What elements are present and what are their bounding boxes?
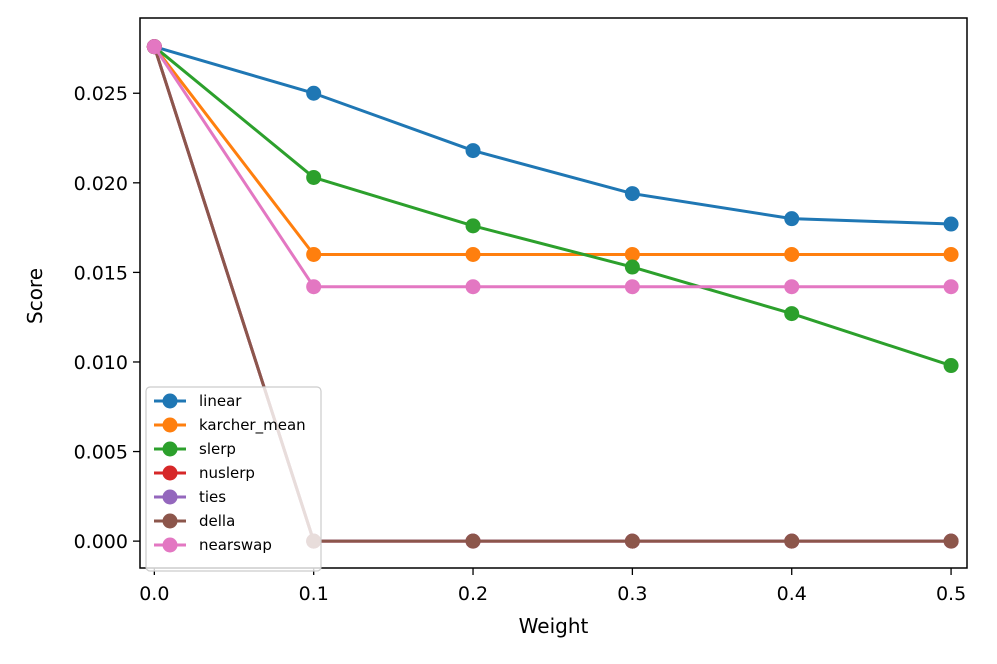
x-tick-label: 0.2 — [458, 583, 488, 605]
y-tick-label: 0.015 — [74, 262, 128, 284]
data-point-slerp — [784, 306, 800, 322]
x-tick-label: 0.5 — [936, 583, 966, 605]
data-point-linear — [465, 143, 481, 159]
data-point-slerp — [465, 218, 481, 234]
x-tick-label: 0.1 — [299, 583, 329, 605]
y-axis: 0.000 0.005 0.010 0.015 0.020 0.025 — [74, 83, 140, 553]
x-tick-label: 0.4 — [777, 583, 807, 605]
data-point-nearswap — [943, 279, 959, 295]
data-point-karcher_mean — [465, 246, 481, 262]
legend-label-nearswap: nearswap — [199, 536, 272, 554]
legend-label-nuslerp: nuslerp — [199, 464, 255, 482]
data-point-della — [784, 533, 800, 549]
data-point-slerp — [624, 259, 640, 275]
legend-marker-karcher_mean — [162, 417, 178, 433]
y-tick-label: 0.005 — [74, 442, 128, 464]
legend-label-slerp: slerp — [199, 440, 236, 458]
data-point-della — [624, 533, 640, 549]
data-point-karcher_mean — [306, 246, 322, 262]
data-point-linear — [624, 186, 640, 202]
legend-marker-slerp — [162, 441, 178, 457]
data-point-slerp — [943, 358, 959, 374]
data-point-linear — [784, 211, 800, 227]
y-axis-label: Score — [23, 268, 47, 324]
data-point-karcher_mean — [624, 246, 640, 262]
data-point-nearswap — [306, 279, 322, 295]
legend-label-karcher_mean: karcher_mean — [199, 416, 306, 435]
data-point-nearswap — [784, 279, 800, 295]
series-line-slerp — [153, 45, 952, 367]
data-point-karcher_mean — [943, 246, 959, 262]
series-nearswap — [146, 39, 959, 295]
y-tick-label: 0.010 — [74, 352, 128, 374]
x-tick-label: 0.0 — [139, 583, 169, 605]
series-line-karcher_mean — [153, 45, 952, 256]
legend-label-della: della — [199, 512, 235, 530]
data-point-nearswap — [624, 279, 640, 295]
x-axis: 0.0 0.1 0.2 0.3 0.4 0.5 — [139, 568, 966, 605]
legend-label-ties: ties — [199, 488, 226, 506]
x-tick-label: 0.3 — [617, 583, 647, 605]
data-point-nearswap — [465, 279, 481, 295]
data-point-linear — [306, 85, 322, 101]
legend-label-linear: linear — [199, 392, 242, 410]
series-line-nearswap — [153, 45, 952, 289]
x-axis-label: Weight — [519, 614, 589, 638]
data-point-della — [943, 533, 959, 549]
legend-marker-nearswap — [162, 537, 178, 553]
legend-marker-ties — [162, 489, 178, 505]
plot-frame — [139, 17, 968, 569]
data-point-nearswap — [146, 39, 162, 55]
y-tick-label: 0.020 — [74, 173, 128, 195]
y-tick-label: 0.000 — [74, 531, 128, 553]
y-tick-label: 0.025 — [74, 83, 128, 105]
data-point-slerp — [306, 169, 322, 185]
data-point-karcher_mean — [784, 246, 800, 262]
data-point-linear — [943, 216, 959, 232]
legend-marker-linear — [162, 393, 178, 409]
series-line-linear — [153, 45, 952, 226]
data-point-della — [465, 533, 481, 549]
legend-marker-nuslerp — [162, 465, 178, 481]
legend-marker-della — [162, 513, 178, 529]
legend-box — [145, 386, 322, 572]
